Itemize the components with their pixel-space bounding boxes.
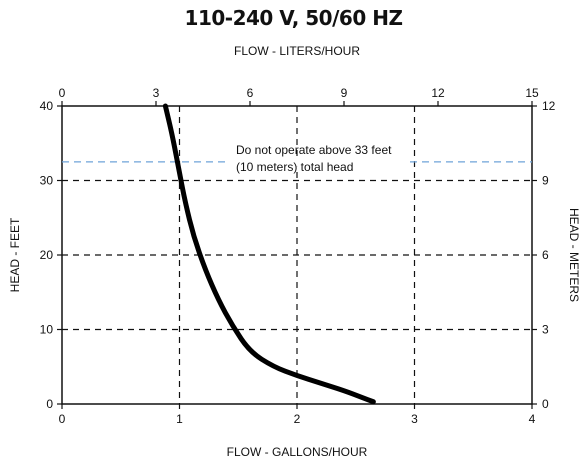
grid-layer [62,106,532,404]
y-left-tick-label: 20 [40,248,54,262]
x-top-tick-label: 6 [247,86,254,100]
x-top-tick-label: 0 [59,86,66,100]
y-left-tick-label: 0 [46,397,53,411]
y-left-tick-label: 40 [40,99,54,113]
y-left-tick-label: 10 [40,323,54,337]
x-bottom-tick-label: 1 [176,412,183,426]
y-right-tick-label: 3 [542,323,549,337]
x-top-tick-label: 9 [341,86,348,100]
x-bottom-axis-label: FLOW - GALLONS/HOUR [227,445,368,459]
x-top-tick-label: 3 [153,86,160,100]
y-left-tick-label: 30 [40,174,54,188]
note-background [230,156,406,167]
chart-title: 110-240 V, 50/60 HZ [184,6,403,30]
x-bottom-tick-label: 2 [294,412,301,426]
x-bottom-tick-label: 4 [529,412,536,426]
y-left-axis-label: HEAD - FEET [8,217,22,292]
limit-note-line-1: Do not operate above 33 feet [236,143,392,157]
y-right-axis-label: HEAD - METERS [567,208,581,302]
x-bottom-tick-label: 3 [411,412,418,426]
y-right-tick-label: 6 [542,248,549,262]
x-top-axis-label: FLOW - LITERS/HOUR [234,44,360,58]
x-bottom-tick-label: 0 [59,412,66,426]
limit-note-line-2: (10 meters) total head [236,160,353,174]
y-right-tick-label: 12 [542,99,556,113]
x-top-tick-label: 12 [431,86,445,100]
y-right-tick-label: 0 [542,397,549,411]
performance-curve [162,103,376,405]
x-top-tick-label: 15 [525,86,539,100]
y-right-tick-label: 9 [542,174,549,188]
